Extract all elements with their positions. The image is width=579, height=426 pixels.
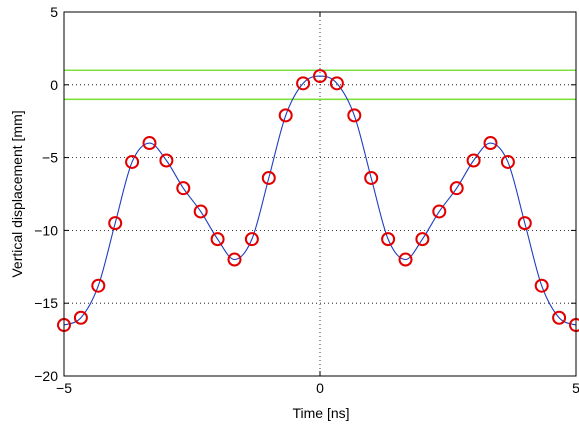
data-point-marker: [210, 232, 225, 247]
data-series: [57, 69, 579, 333]
data-point-marker: [483, 136, 498, 151]
x-tick-label: 5: [572, 380, 579, 396]
data-point-marker: [227, 252, 242, 267]
data-point-marker: [534, 278, 549, 293]
data-point-marker: [500, 154, 515, 169]
data-point-marker: [261, 170, 276, 185]
data-point-marker: [244, 232, 259, 247]
y-axis-label: Vertical displacement [mm]: [9, 110, 25, 277]
data-point-marker: [347, 108, 362, 123]
data-point-marker: [466, 153, 481, 168]
data-point-marker: [176, 181, 191, 196]
data-point-marker: [296, 76, 311, 91]
data-point-marker: [159, 153, 174, 168]
data-point-marker: [108, 216, 123, 231]
y-tick-label: −10: [34, 222, 58, 238]
data-point-marker: [125, 154, 140, 169]
y-tick-label: −5: [42, 150, 58, 166]
grid: [64, 12, 576, 376]
data-point-marker: [364, 170, 379, 185]
x-tick-label: 0: [316, 380, 324, 396]
data-point-marker: [142, 136, 157, 151]
data-point-marker: [552, 310, 567, 325]
data-point-marker: [381, 232, 396, 247]
data-point-marker: [91, 278, 106, 293]
x-tick-label: −5: [56, 380, 72, 396]
data-point-marker: [73, 310, 88, 325]
series-line: [63, 75, 577, 326]
data-point-marker: [432, 204, 447, 219]
y-tick-label: −15: [34, 295, 58, 311]
data-point-marker: [193, 204, 208, 219]
data-point-marker: [278, 108, 293, 123]
data-point-marker: [517, 216, 532, 231]
y-tick-label: −20: [34, 368, 58, 384]
axis-ticks: −5 0 5 −20 −15 −10 −5 0 5: [34, 4, 579, 396]
y-tick-label: 0: [50, 77, 58, 93]
data-point-marker: [398, 252, 413, 267]
y-tick-label: 5: [50, 4, 58, 20]
data-point-marker: [415, 232, 430, 247]
data-point-marker: [449, 181, 464, 196]
data-point-marker: [313, 69, 327, 84]
data-point-marker: [329, 76, 344, 91]
x-axis-label: Time [ns]: [292, 405, 349, 421]
